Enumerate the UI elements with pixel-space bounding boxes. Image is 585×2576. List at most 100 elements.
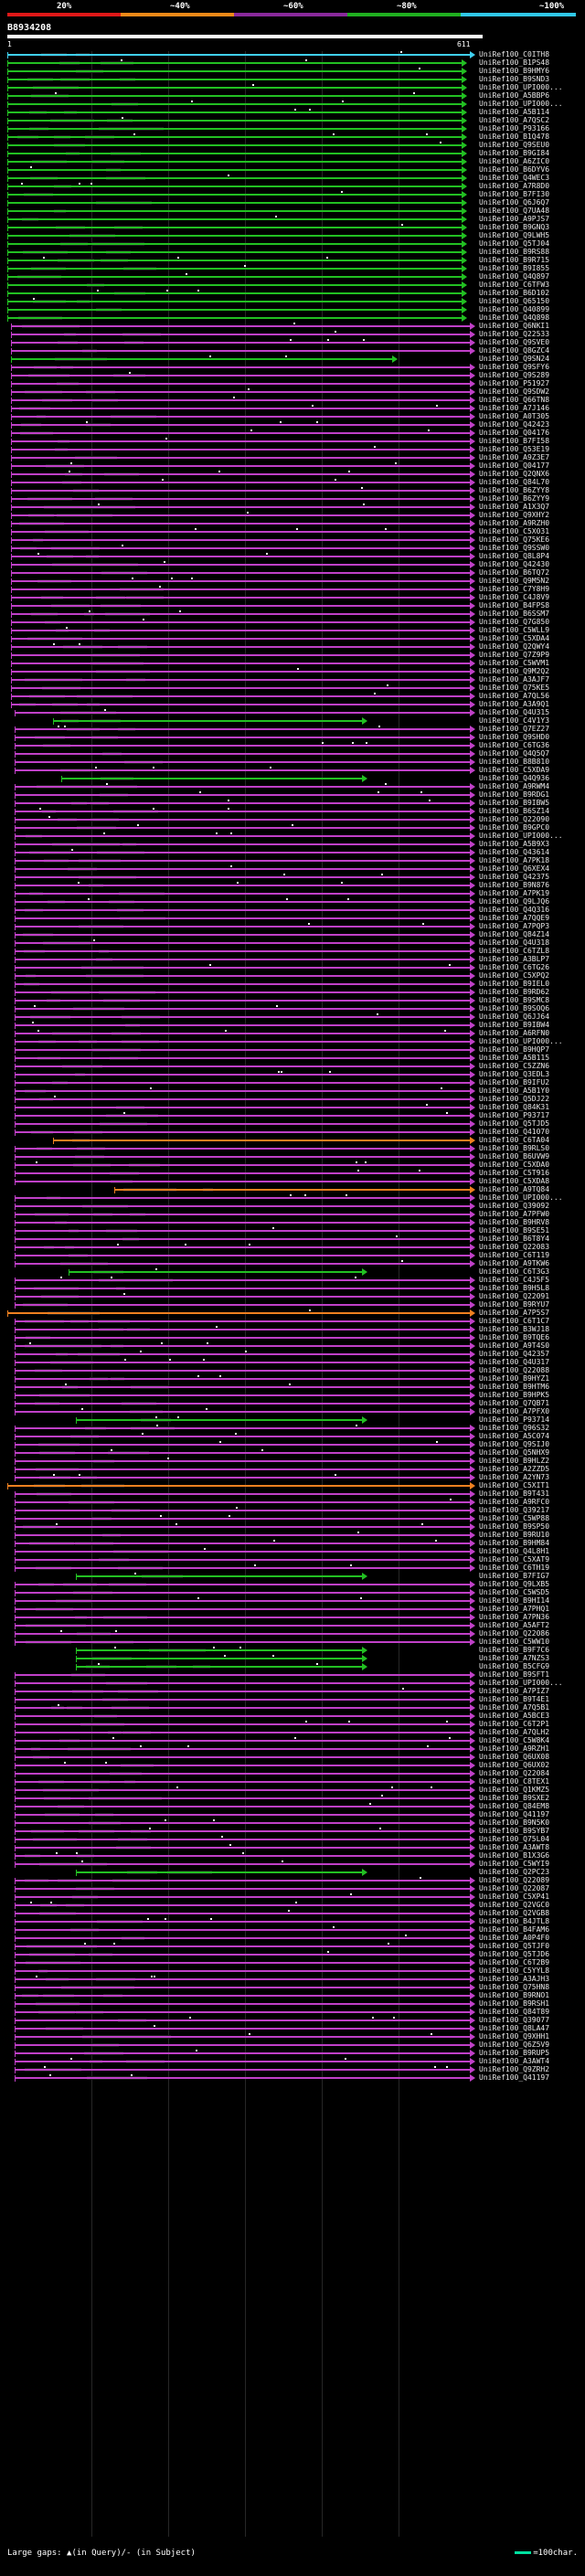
hit-line[interactable] [15,1362,471,1363]
hit-label[interactable]: UniRef100_C5XAT9 [479,1555,550,1564]
hit-line[interactable] [7,120,463,122]
hit-line[interactable] [15,1707,471,1709]
hit-line[interactable] [7,87,463,89]
hit-line[interactable] [15,1567,471,1569]
hit-line[interactable] [15,835,471,837]
hit-label[interactable]: UniRef100_B9TQE6 [479,1333,550,1341]
hit-line[interactable] [15,1000,471,1002]
hit-line[interactable] [15,1296,471,1298]
hit-line[interactable] [60,778,363,779]
hit-line[interactable] [15,1559,471,1561]
hit-line[interactable] [11,440,471,442]
hit-line[interactable] [7,169,463,171]
hit-label[interactable]: UniRef100_B9RLS0 [479,1144,550,1152]
hit-label[interactable]: UniRef100_Q4U315 [479,708,550,716]
hit-line[interactable] [15,1748,471,1750]
hit-label[interactable]: UniRef100_P93714 [479,1415,550,1424]
hit-label[interactable]: UniRef100_Q9SN24 [479,355,550,363]
hit-label[interactable]: UniRef100_B3WJ18 [479,1325,550,1333]
hit-line[interactable] [15,1452,471,1454]
hit-label[interactable]: UniRef100_B4FPS8 [479,601,550,610]
hit-line[interactable] [15,1123,471,1125]
hit-line[interactable] [7,128,463,130]
hit-label[interactable]: UniRef100_B6ZYY9 [479,494,550,503]
hit-label[interactable]: UniRef100_C6T119 [479,1251,550,1259]
hit-label[interactable]: UniRef100_B9IBW4 [479,1021,550,1029]
hit-label[interactable]: UniRef100_B5CFG9 [479,1662,550,1670]
hit-label[interactable]: UniRef100_Q2PC23 [479,1868,550,1876]
hit-line[interactable] [15,1789,471,1791]
hit-label[interactable]: UniRef100_A7PK19 [479,889,550,897]
hit-label[interactable]: UniRef100_Q75KE5 [479,684,550,692]
hit-line[interactable] [15,876,471,878]
hit-label[interactable]: UniRef100_Q22084 [479,1769,550,1777]
hit-line[interactable] [15,1937,471,1939]
hit-label[interactable]: UniRef100_Q84EM8 [479,1802,550,1810]
hit-label[interactable]: UniRef100_Q96S32 [479,1424,550,1432]
hit-line[interactable] [15,1682,471,1684]
hit-label[interactable]: UniRef100_B9SMC8 [479,996,550,1004]
hit-line[interactable] [15,1288,471,1289]
hit-line[interactable] [15,1921,471,1923]
hit-line[interactable] [15,1987,471,1988]
hit-label[interactable]: UniRef100_C5XDA0 [479,1161,550,1169]
hit-line[interactable] [15,1830,471,1832]
hit-line[interactable] [15,934,471,936]
hit-line[interactable] [11,630,471,631]
hit-line[interactable] [15,1962,471,1964]
hit-line[interactable] [15,786,471,788]
hit-line[interactable] [76,1575,363,1577]
hit-label[interactable]: UniRef100_A3AWT8 [479,1843,550,1851]
hit-label[interactable]: UniRef100_B9HI14 [479,1596,550,1605]
hit-line[interactable] [15,1904,471,1906]
hit-label[interactable]: UniRef100_Q7UA48 [479,207,550,215]
hit-line[interactable] [15,1715,471,1717]
hit-label[interactable]: UniRef100_Q5TJD5 [479,1119,550,1128]
hit-label[interactable]: UniRef100_A7QQE9 [479,914,550,922]
hit-line[interactable] [7,227,463,228]
hit-line[interactable] [15,1255,471,1256]
hit-label[interactable]: UniRef100_A0P4F0 [479,1934,550,1942]
hit-label[interactable]: UniRef100_Q4Q316 [479,906,550,914]
hit-label[interactable]: UniRef100_C5XPQ2 [479,971,550,980]
hit-label[interactable]: UniRef100_Q9LXB5 [479,1580,550,1588]
hit-line[interactable] [11,695,471,697]
hit-label[interactable]: UniRef100_Q5TJ04 [479,239,550,248]
hit-label[interactable]: UniRef100_C5XDA9 [479,766,550,774]
hit-label[interactable]: UniRef100_C6TZL8 [479,947,550,955]
hit-label[interactable]: UniRef100_B7FI30 [479,190,550,198]
hit-line[interactable] [7,144,463,146]
hit-label[interactable]: UniRef100_Q2QWY4 [479,642,550,651]
hit-label[interactable]: UniRef100_Q6Z5V9 [479,2041,550,2049]
hit-label[interactable]: UniRef100_Q75HN8 [479,1983,550,1991]
hit-line[interactable] [15,1460,471,1462]
hit-label[interactable]: UniRef100_A1X3Q7 [479,503,550,511]
hit-label[interactable]: UniRef100_A7PIZ7 [479,1687,550,1695]
hit-label[interactable]: UniRef100_A3A9Q1 [479,700,550,708]
hit-label[interactable]: UniRef100_Q39077 [479,2016,550,2024]
hit-label[interactable]: UniRef100_Q5NHX9 [479,1448,550,1457]
hit-line[interactable] [15,1197,471,1199]
hit-line[interactable] [15,909,471,911]
hit-label[interactable]: UniRef100_C5WVM1 [479,659,550,667]
hit-label[interactable]: UniRef100_Q4WEC3 [479,174,550,182]
hit-line[interactable] [15,1238,471,1240]
hit-line[interactable] [15,967,471,969]
hit-label[interactable]: UniRef100_C5X031 [479,527,550,535]
hit-line[interactable] [15,1477,471,1479]
hit-line[interactable] [15,1386,471,1388]
hit-label[interactable]: UniRef100_Q42423 [479,420,550,429]
hit-label[interactable]: UniRef100_B7FI58 [479,437,550,445]
hit-label[interactable]: UniRef100_Q7QB71 [479,1399,550,1407]
hit-label[interactable]: UniRef100_B4JTL8 [479,1917,550,1925]
hit-line[interactable] [11,506,471,508]
hit-label[interactable]: UniRef100_P93717 [479,1111,550,1119]
hit-line[interactable] [15,1024,471,1026]
hit-label[interactable]: UniRef100_A7PFW0 [479,1210,550,1218]
hit-line[interactable] [15,1468,471,1470]
hit-line[interactable] [15,1608,471,1610]
hit-label[interactable]: UniRef100_B9SFT1 [479,1670,550,1679]
hit-label[interactable]: UniRef100_A7PN36 [479,1613,550,1621]
hit-label[interactable]: UniRef100_Q5TJD6 [479,1950,550,1958]
hit-line[interactable] [11,490,471,492]
